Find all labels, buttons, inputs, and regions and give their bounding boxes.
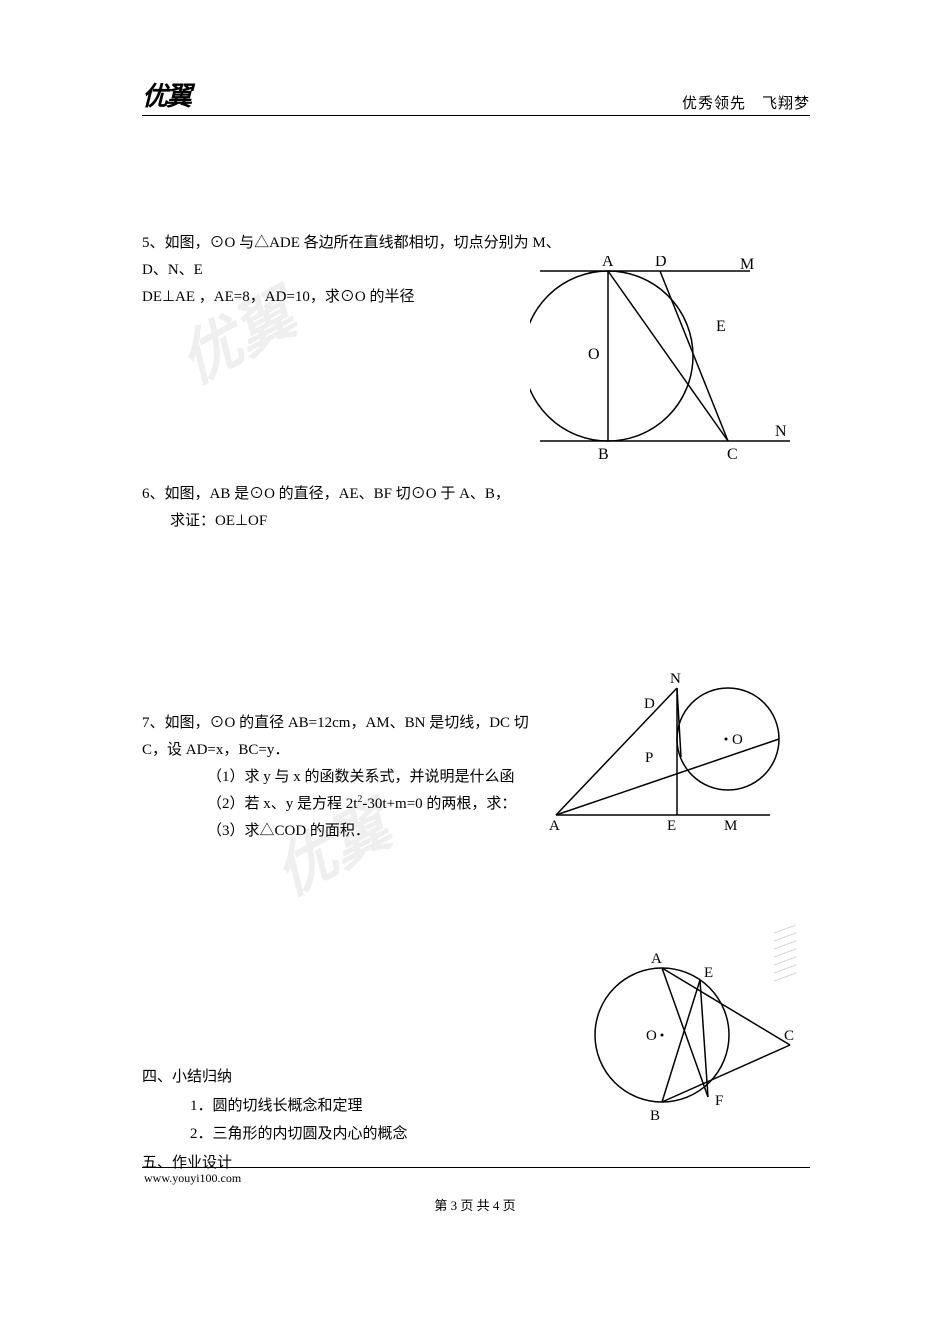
svg-text:O: O [646, 1028, 657, 1044]
section-5-title: 五、作业设计 [142, 1149, 810, 1178]
footer-url: www.youyi100.com [144, 1171, 241, 1186]
svg-text:P: P [645, 750, 653, 766]
svg-text:M: M [724, 818, 737, 834]
page-edge-hatching [774, 925, 796, 985]
problem-6-line1: 6、如图，AB 是⊙O 的直径，AE、BF 切⊙O 于 A、B， [142, 481, 562, 508]
problem-7: 7、如图，⊙O 的直径 AB=12cm，AM、BN 是切线，DC 切 C，设 A… [142, 710, 572, 845]
problem-7-line1: 7、如图，⊙O 的直径 AB=12cm，AM、BN 是切线，DC 切 [142, 710, 572, 737]
logo: 优翼 [142, 76, 190, 113]
svg-text:O: O [732, 732, 743, 748]
problem-5-line1: 5、如图，⊙O 与△ADE 各边所在直线都相切，切点分别为 M、D、N、E [142, 230, 562, 284]
footer-divider [142, 1167, 810, 1168]
problem-7-sub3: （3）求△COD 的面积． [142, 818, 572, 845]
problem-6: 6、如图，AB 是⊙O 的直径，AE、BF 切⊙O 于 A、B， 求证：OE⊥O… [142, 481, 562, 535]
problem-5: 5、如图，⊙O 与△ADE 各边所在直线都相切，切点分别为 M、D、N、E DE… [142, 230, 562, 311]
svg-text:A: A [651, 951, 662, 967]
figure-1: A D M E O B C N [530, 256, 792, 466]
svg-text:M: M [740, 256, 754, 273]
svg-text:A: A [602, 256, 614, 270]
figure-3: A E C O F B [590, 945, 800, 1125]
svg-text:C: C [727, 446, 738, 463]
svg-text:D: D [655, 256, 667, 270]
svg-text:N: N [670, 671, 681, 687]
svg-text:E: E [667, 818, 676, 834]
figure-2: N D O P A E M [540, 667, 786, 835]
svg-text:B: B [650, 1108, 660, 1124]
svg-text:E: E [704, 965, 713, 981]
problem-5-line2: DE⊥AE ，AE=8，AD=10，求⊙O 的半径 [142, 284, 562, 311]
svg-text:E: E [716, 318, 726, 335]
problem-7-sub1: （1）求 y 与 x 的函数关系式，并说明是什么函 [142, 764, 572, 791]
svg-text:D: D [644, 696, 655, 712]
svg-text:A: A [549, 818, 560, 834]
svg-text:F: F [715, 1093, 723, 1109]
svg-text:C: C [784, 1028, 794, 1044]
page-header: 优翼 优秀领先 飞翔梦 [142, 76, 810, 116]
svg-text:O: O [588, 346, 600, 363]
problem-6-proof: 求证：OE⊥OF [142, 508, 562, 535]
svg-text:B: B [598, 446, 609, 463]
page-number: 第 3 页 共 4 页 [0, 1195, 950, 1214]
problem-7-line2: C，设 AD=x，BC=y． [142, 737, 572, 764]
svg-text:N: N [775, 423, 787, 440]
problem-7-sub2: （2）若 x、y 是方程 2t2-30t+m=0 的两根，求： [142, 791, 572, 818]
header-motto: 优秀领先 飞翔梦 [682, 92, 810, 113]
